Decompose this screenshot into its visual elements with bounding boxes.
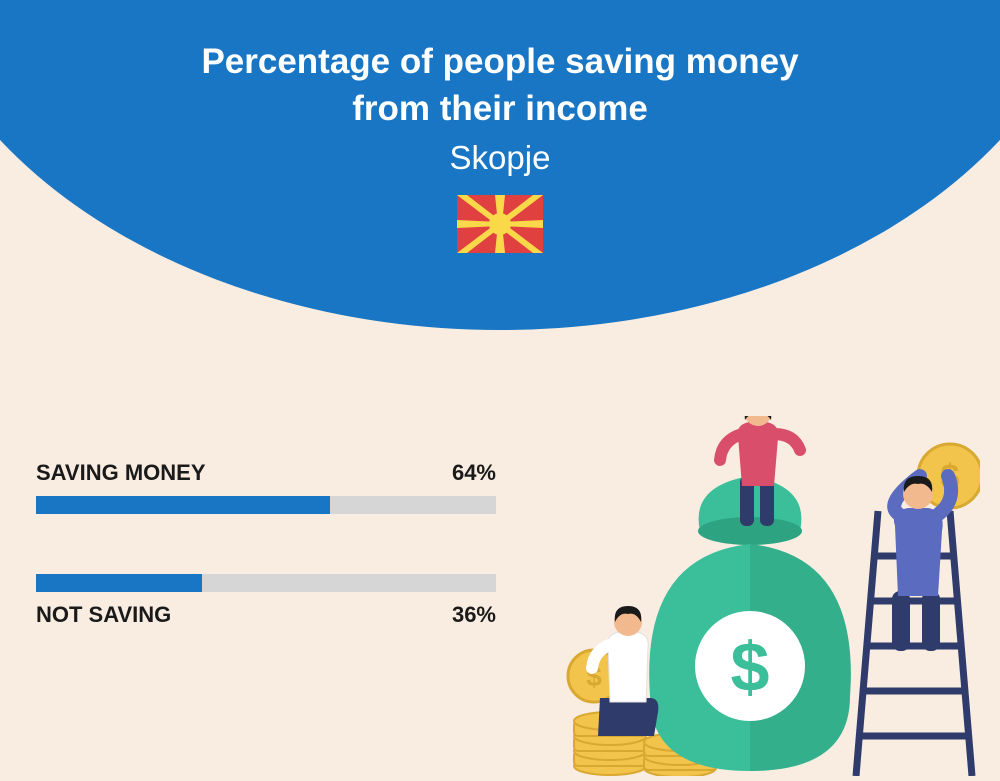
savings-illustration: $ $: [550, 416, 980, 776]
page-subtitle: Skopje: [0, 139, 1000, 177]
bar-not-saving: NOT SAVING 36%: [36, 574, 496, 628]
bar-label-row: SAVING MONEY 64%: [36, 460, 496, 486]
title-line-2: from their income: [352, 89, 648, 128]
bar-saving: SAVING MONEY 64%: [36, 460, 496, 514]
flag-icon: [457, 195, 543, 253]
bar-fill: [36, 574, 202, 592]
bar-track: [36, 496, 496, 514]
bar-label: NOT SAVING: [36, 602, 171, 628]
bars-area: SAVING MONEY 64% NOT SAVING 36%: [36, 460, 496, 688]
page-title: Percentage of people saving money from t…: [0, 38, 1000, 133]
person-ladder-icon: $: [892, 444, 980, 651]
bar-value: 64%: [452, 460, 496, 486]
header: Percentage of people saving money from t…: [0, 38, 1000, 253]
title-line-1: Percentage of people saving money: [201, 42, 798, 81]
bar-track: [36, 574, 496, 592]
bar-value: 36%: [452, 602, 496, 628]
bar-fill: [36, 496, 330, 514]
bar-label: SAVING MONEY: [36, 460, 206, 486]
svg-text:$: $: [731, 628, 770, 706]
bar-label-row: NOT SAVING 36%: [36, 602, 496, 628]
